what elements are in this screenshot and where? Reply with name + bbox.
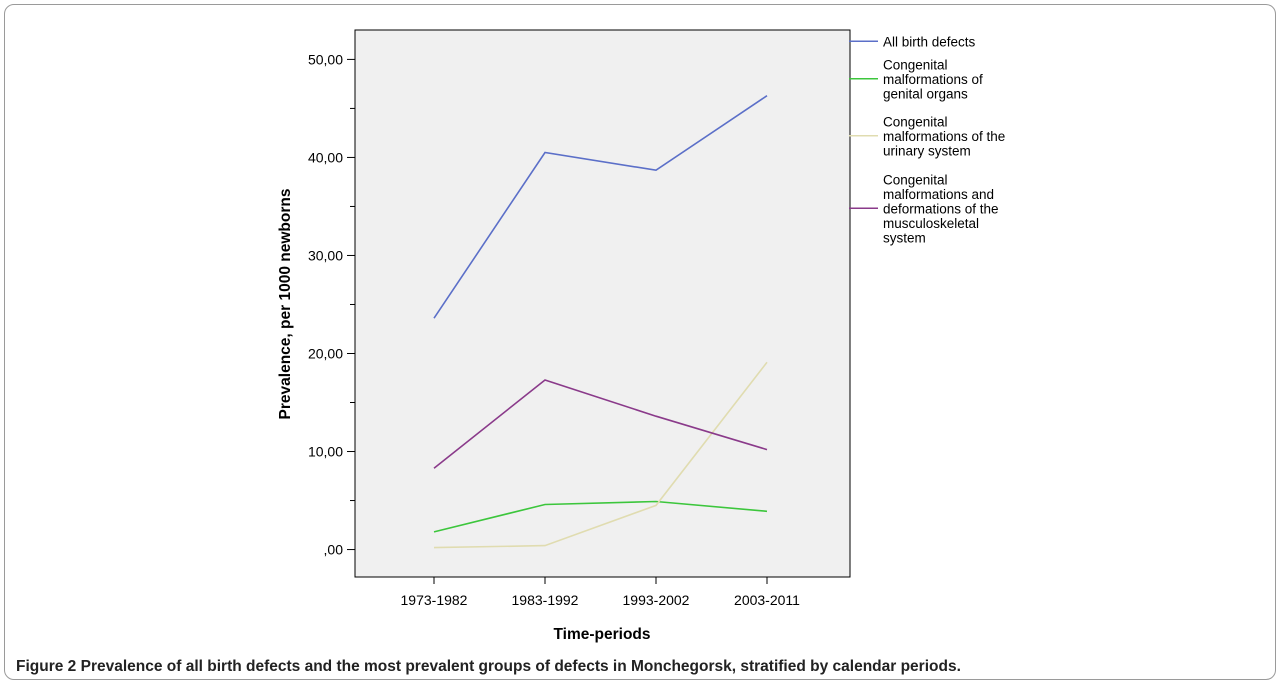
legend-label: system (883, 231, 926, 246)
plot-background (354, 29, 851, 578)
x-tick-label: 1993-2002 (623, 592, 690, 608)
legend-label: Congenital (883, 58, 948, 73)
legend-label: musculoskeletal (883, 216, 979, 231)
y-tick-label: ,00 (324, 542, 344, 558)
y-axis: ,00 10,00 20,00 30,00 40,00 50,00 (308, 51, 355, 558)
caption-label: Figure 2 (16, 658, 77, 675)
series-line (433, 500, 768, 533)
legend-label: genital organs (883, 87, 968, 102)
y-axis-title: Prevalence, per 1000 newborns (277, 189, 294, 420)
legend-label: malformations of (883, 72, 983, 87)
series-line (433, 361, 768, 549)
legend-label: Congenital (883, 173, 948, 188)
legend-label: malformations and (883, 187, 994, 202)
legend-label: Congenital (883, 115, 948, 130)
series-lines (433, 95, 768, 549)
y-tick-label: 30,00 (308, 247, 343, 263)
legend: All birth defectsCongenitalmalformations… (849, 35, 1005, 246)
legend-label: urinary system (883, 144, 971, 159)
y-tick-label: 10,00 (308, 444, 343, 460)
y-tick-label: 40,00 (308, 149, 343, 165)
x-tick-label: 1983-1992 (512, 592, 579, 608)
figure-caption: Figure 2 Prevalence of all birth defects… (16, 658, 1266, 676)
y-tick-label: 20,00 (308, 345, 343, 361)
series-line (433, 379, 768, 469)
x-axis: 1973-1982 1983-1992 1993-2002 2003-2011 (401, 577, 800, 608)
legend-label: deformations of the (883, 202, 999, 217)
x-tick-label: 1973-1982 (401, 592, 468, 608)
x-tick-label: 2003-2011 (734, 592, 800, 608)
legend-label: malformations of the (883, 129, 1005, 144)
x-axis-title: Time-periods (553, 626, 650, 643)
y-tick-label: 50,00 (308, 51, 343, 67)
caption-text: Prevalence of all birth defects and the … (80, 658, 961, 675)
series-line (433, 95, 768, 319)
legend-label: All birth defects (883, 35, 976, 50)
